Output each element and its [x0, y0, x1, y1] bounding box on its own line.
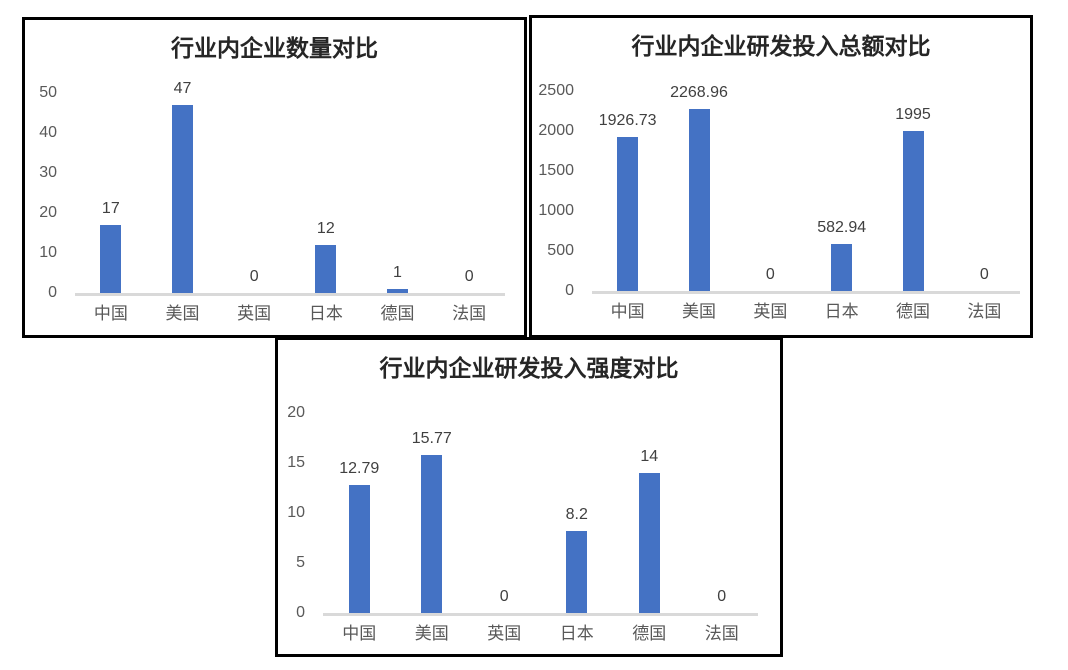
bar-中国	[617, 136, 639, 291]
y-axis-tick-label: 15	[287, 454, 305, 471]
bar-value-label: 14	[640, 448, 659, 465]
bar-value-label: 8.2	[565, 506, 588, 523]
y-axis-tick-label: 10	[287, 504, 305, 521]
x-axis-category-label: 中国	[342, 624, 377, 643]
y-axis-tick-label: 500	[547, 242, 574, 259]
chart-title: 行业内企业数量对比	[171, 35, 378, 61]
plot-area: 0 500 1000 1500 2000 2500 1926.73 中国 2268.96 美国 0 英…	[532, 18, 1030, 335]
bar-value-label: 2268.96	[670, 84, 728, 102]
bar-日本	[831, 244, 853, 291]
x-axis-line	[75, 293, 505, 296]
x-axis-category-label: 法国	[452, 304, 487, 323]
y-axis-tick-label: 1500	[538, 162, 574, 179]
x-axis-category-label: 德国	[632, 624, 667, 643]
bar-value-label: 0	[249, 268, 259, 285]
bar-美国	[688, 109, 710, 291]
chart-panel-rd-total: 行业内企业研发投入总额对比 0 500 1000 1500 2000 2500 1926.7…	[529, 15, 1033, 338]
x-axis-category-label: 英国	[237, 304, 272, 323]
x-axis-category-label: 日本	[559, 624, 594, 643]
bar-value-label: 47	[173, 80, 192, 97]
bar-中国	[100, 225, 122, 293]
chart-title: 行业内企业研发投入强度对比	[379, 355, 679, 381]
bar-value-label: 0	[499, 588, 509, 605]
y-axis-tick-label: 2000	[538, 122, 574, 139]
bar-德国	[902, 131, 924, 291]
bar-日本	[566, 531, 588, 613]
x-axis-category-label: 日本	[308, 304, 343, 323]
y-axis-tick-label: 30	[39, 164, 57, 181]
x-axis-category-label: 德国	[896, 302, 930, 321]
chart-panel-rd-intensity: 行业内企业研发投入强度对比 0 5 10 15 20 12.79 中国 15.77 美国 0 英国 8…	[275, 337, 783, 657]
bar-value-label: 17	[101, 200, 120, 217]
bar-value-label: 582.94	[817, 219, 867, 237]
bar-value-label: 1	[393, 264, 402, 281]
x-axis-category-label: 中国	[93, 304, 128, 323]
bar-value-label: 0	[717, 588, 727, 605]
x-axis-category-label: 美国	[165, 304, 200, 323]
x-axis-category-label: 法国	[704, 624, 739, 643]
y-axis-tick-label: 0	[296, 604, 305, 621]
plot-area: 0 5 10 15 20 12.79 中国 15.77 美国 0 英国 8.2 日本 14 德国 0 法国	[278, 340, 780, 654]
chart-panel-enterprise-count: 行业内企业数量对比 0 10 20 30 40 50 17 中国 47 美国 0 英国 12 日本 1 德国 0…	[22, 17, 527, 338]
y-axis-tick-label: 1000	[538, 202, 574, 219]
x-axis-line	[323, 613, 758, 616]
bar-value-label: 12	[316, 220, 335, 237]
bar-德国	[387, 289, 408, 293]
chart-title: 行业内企业研发投入总额对比	[631, 33, 931, 59]
x-axis-category-label: 日本	[824, 302, 859, 321]
x-axis-category-label: 中国	[610, 302, 645, 321]
x-axis-category-label: 美国	[682, 302, 716, 321]
bar-value-label: 1995	[895, 106, 931, 124]
x-axis-category-label: 法国	[967, 302, 1002, 321]
x-axis-category-label: 英国	[753, 302, 788, 321]
bar-日本	[315, 245, 337, 293]
y-axis-tick-label: 0	[565, 282, 574, 299]
y-axis-tick-label: 10	[39, 244, 57, 261]
bar-德国	[638, 473, 660, 613]
y-axis-tick-label: 20	[39, 204, 57, 221]
y-axis-tick-label: 0	[48, 284, 57, 301]
x-axis-category-label: 德国	[380, 304, 415, 323]
y-axis-tick-label: 50	[39, 84, 57, 101]
bar-value-label: 0	[765, 266, 775, 283]
plot-area: 0 10 20 30 40 50 17 中国 47 美国 0 英国 12 日本 1 德国 0 法国	[25, 20, 524, 335]
bar-value-label: 1926.73	[598, 111, 657, 129]
y-axis-tick-label: 5	[296, 554, 305, 571]
y-axis-tick-label: 2500	[538, 82, 574, 99]
x-axis-category-label: 英国	[487, 624, 522, 643]
bar-value-label: 12.79	[339, 460, 380, 478]
bar-中国	[348, 485, 370, 613]
bar-value-label: 15.77	[411, 430, 452, 448]
bar-美国	[421, 455, 443, 613]
y-axis-tick-label: 20	[287, 404, 305, 421]
bar-value-label: 0	[464, 268, 474, 285]
y-axis-tick-label: 40	[39, 124, 57, 141]
bar-value-label: 0	[979, 266, 989, 283]
bar-美国	[172, 105, 193, 293]
x-axis-category-label: 美国	[414, 624, 449, 643]
x-axis-line	[592, 291, 1020, 294]
